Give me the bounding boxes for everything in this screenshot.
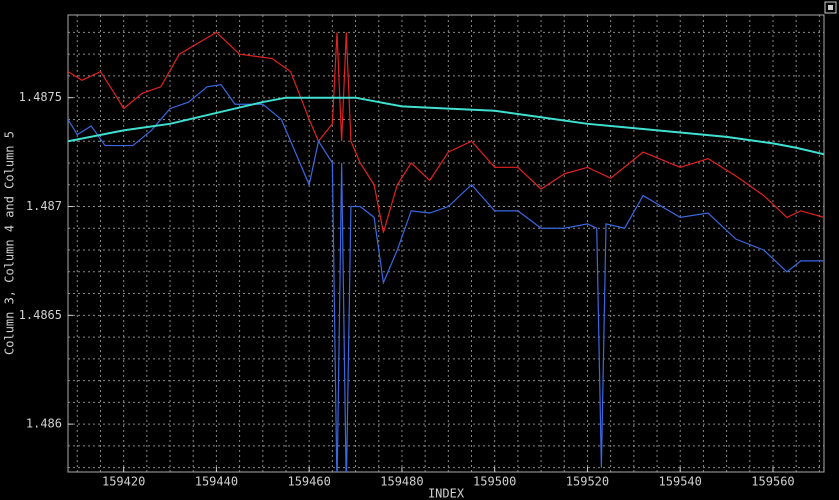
- y-tick-label: 1.486: [26, 417, 62, 431]
- x-tick-label: 159440: [195, 475, 238, 489]
- plot-lines: [68, 31, 824, 472]
- x-tick-label: 159500: [473, 475, 516, 489]
- x-tick-label: 159540: [659, 475, 702, 489]
- x-tick-label: 159420: [102, 475, 145, 489]
- data-line: [68, 96, 824, 156]
- x-tick-label: 159560: [751, 475, 794, 489]
- y-tick-label: 1.487: [26, 199, 62, 213]
- y-tick-label: 1.4875: [19, 90, 62, 104]
- data-line: [68, 83, 824, 472]
- plot-frame: [67, 14, 825, 473]
- corner-button[interactable]: [824, 1, 837, 14]
- x-tick-label: 159520: [566, 475, 609, 489]
- y-tick-label: 1.4865: [19, 308, 62, 322]
- x-axis-label: INDEX: [428, 487, 465, 500]
- y-axis-label: Column 3, Column 4 and Column 5: [3, 131, 17, 355]
- x-tick-label: 159460: [287, 475, 330, 489]
- corner-button-icon: [828, 5, 833, 10]
- data-line: [68, 31, 824, 233]
- x-tick-label: 159480: [380, 475, 423, 489]
